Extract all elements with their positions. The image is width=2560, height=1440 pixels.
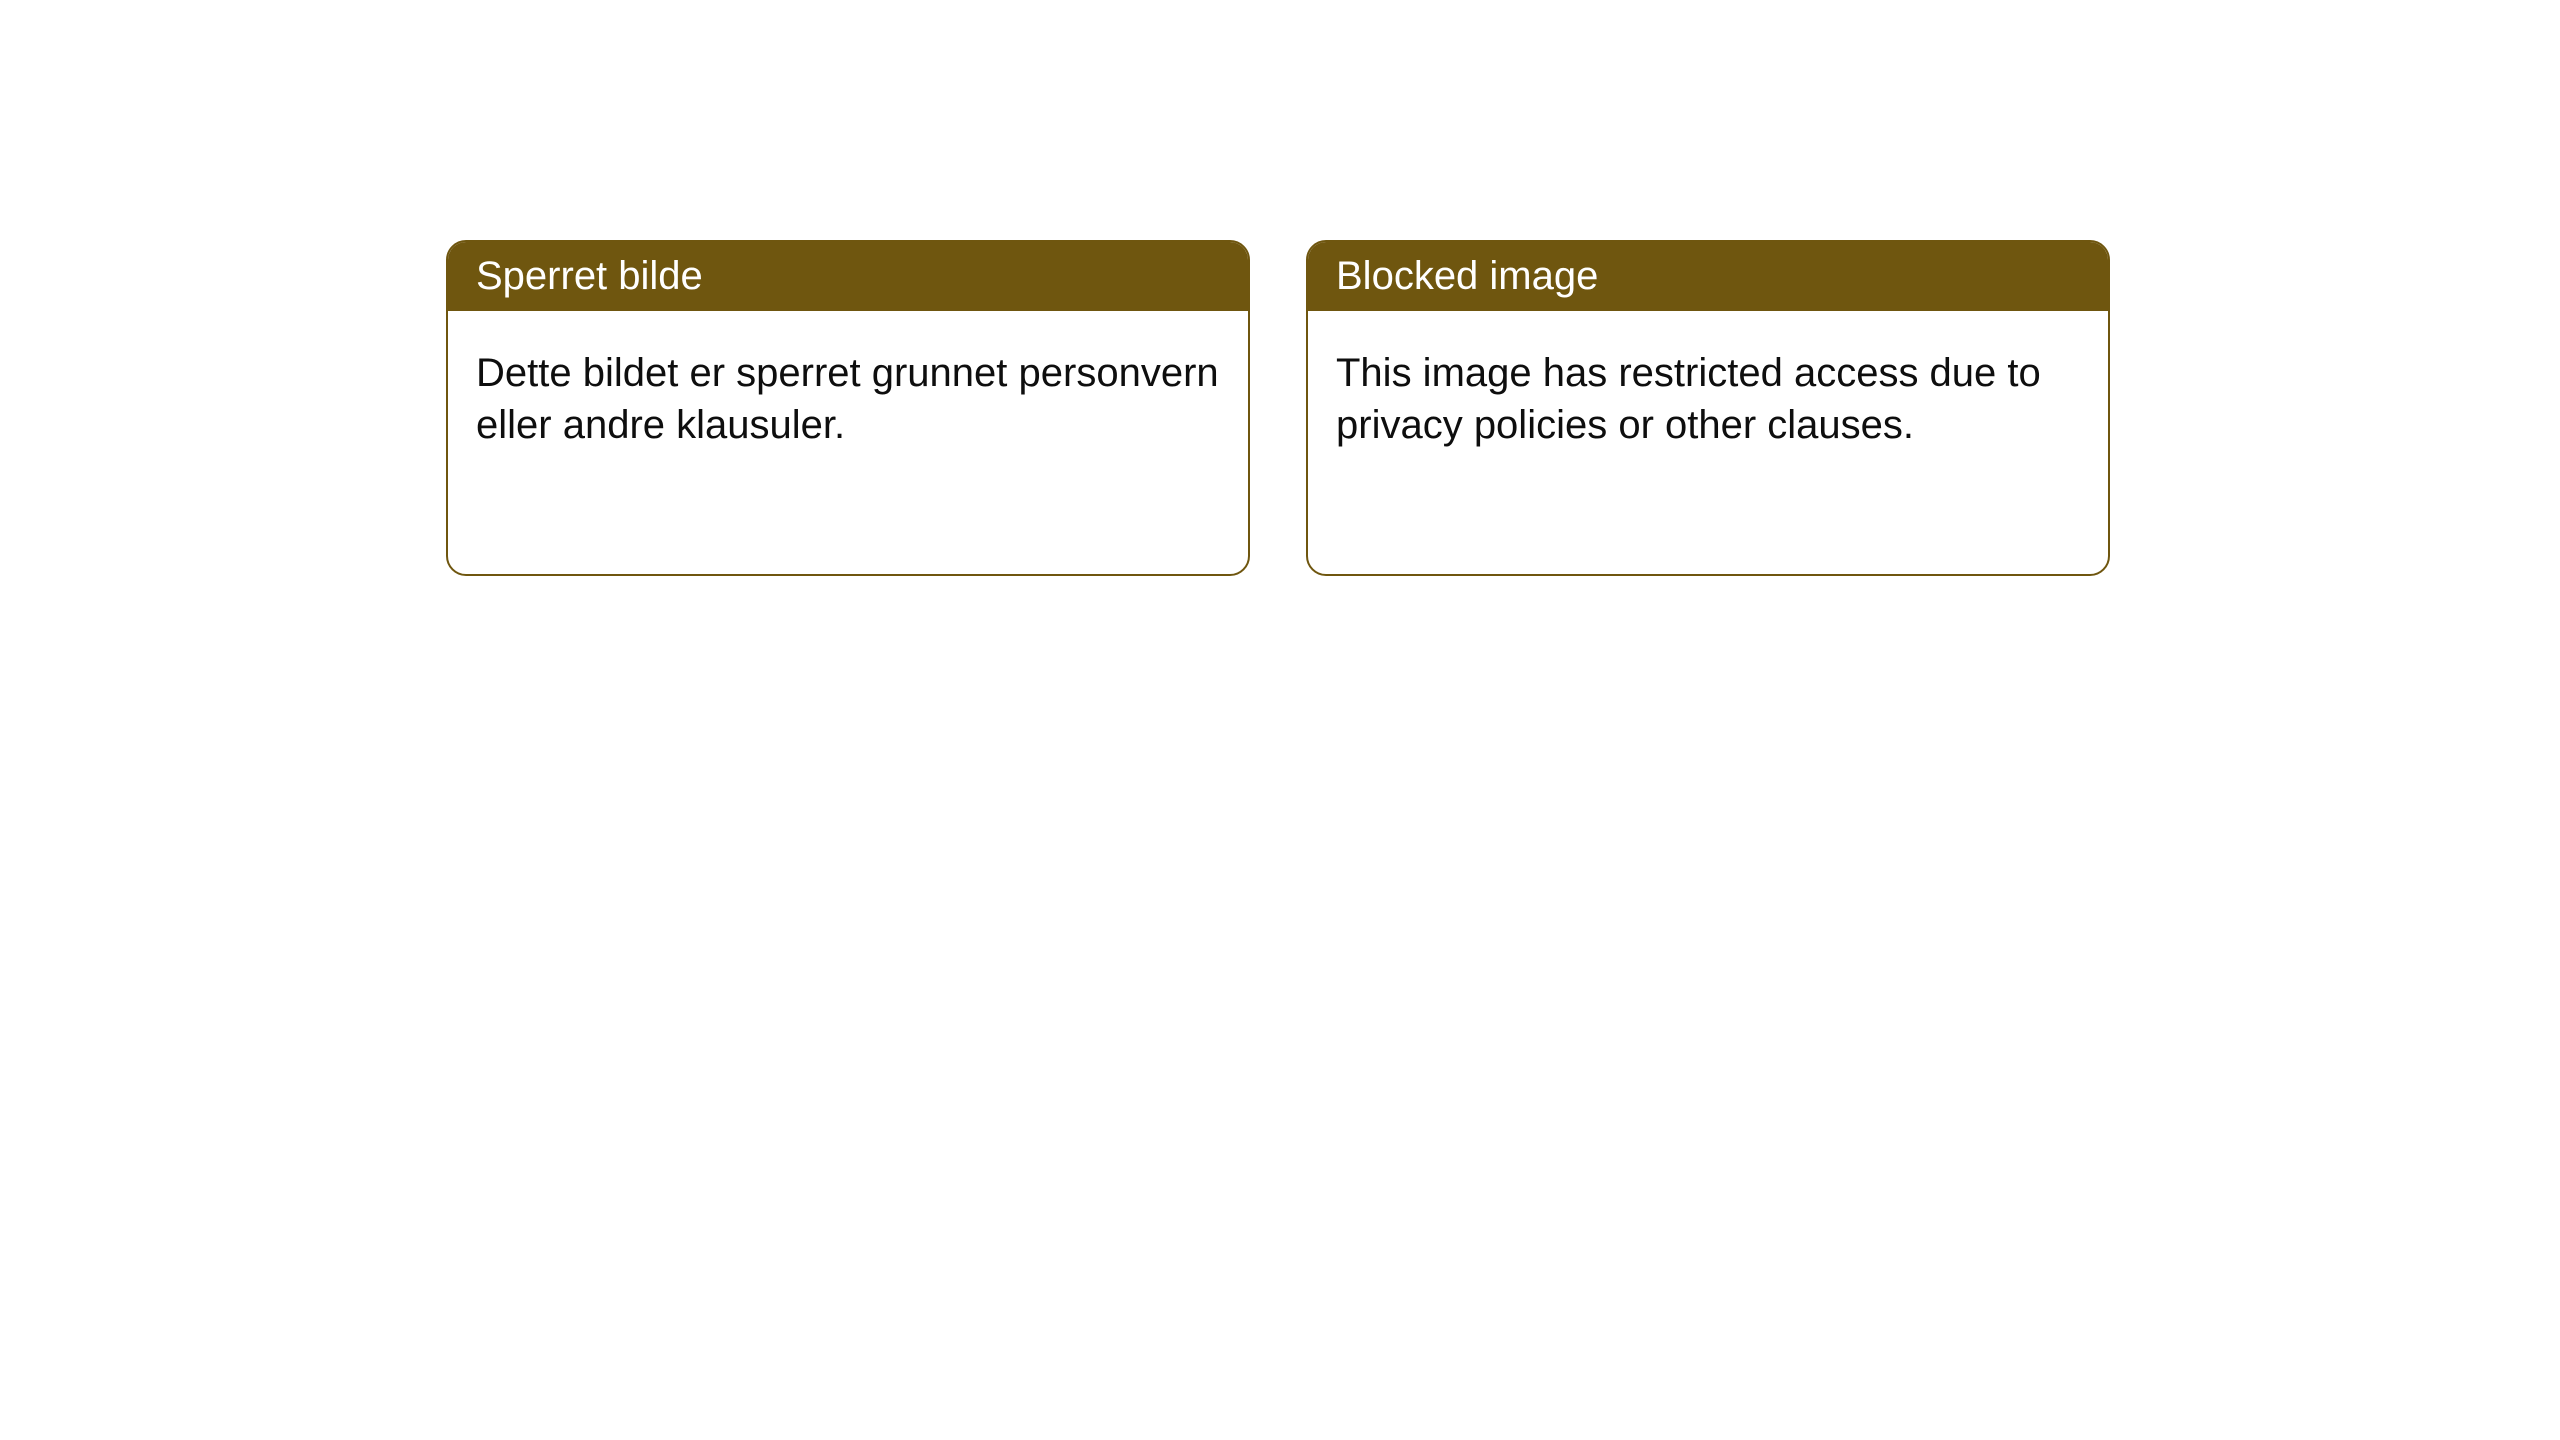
card-body-text: Dette bildet er sperret grunnet personve…: [476, 351, 1219, 447]
card-header: Blocked image: [1308, 242, 2108, 311]
card-title: Sperret bilde: [476, 254, 703, 298]
card-body: Dette bildet er sperret grunnet personve…: [448, 311, 1248, 487]
card-header: Sperret bilde: [448, 242, 1248, 311]
blocked-image-card-no: Sperret bilde Dette bildet er sperret gr…: [446, 240, 1250, 576]
card-body: This image has restricted access due to …: [1308, 311, 2108, 487]
card-title: Blocked image: [1336, 254, 1598, 298]
card-body-text: This image has restricted access due to …: [1336, 351, 2041, 447]
card-container: Sperret bilde Dette bildet er sperret gr…: [0, 0, 2560, 576]
blocked-image-card-en: Blocked image This image has restricted …: [1306, 240, 2110, 576]
